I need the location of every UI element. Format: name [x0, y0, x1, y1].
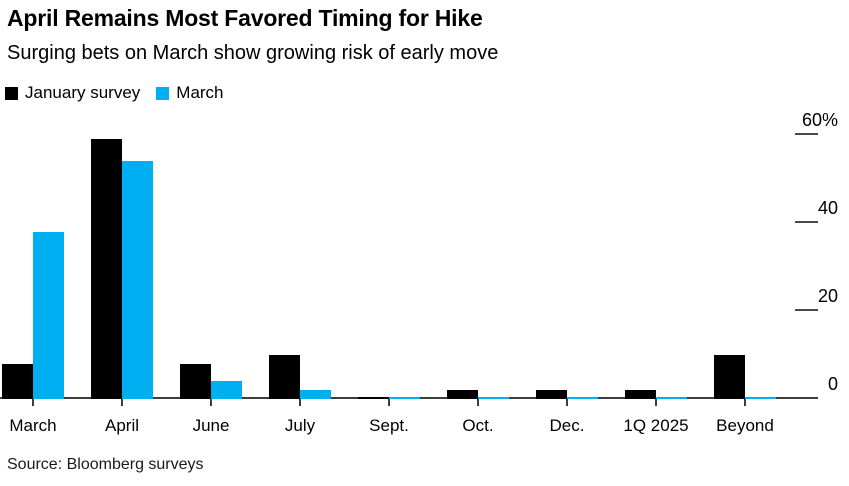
- bar-january-survey-july: [269, 355, 300, 399]
- bar-march-june: [211, 381, 242, 399]
- bar-january-survey-oct: [447, 390, 478, 399]
- y-axis-label-0: 0: [827, 374, 838, 394]
- x-axis-tick-oct: [477, 399, 479, 406]
- x-axis-tick-july: [299, 399, 301, 406]
- x-axis-label-1q-2025: 1Q 2025: [623, 416, 689, 435]
- legend: January survey March: [5, 83, 240, 103]
- legend-label-march: March: [176, 83, 224, 102]
- legend-item-march: March: [156, 83, 224, 103]
- bar-january-survey-april: [91, 139, 122, 399]
- x-axis-label-oct: Oct.: [462, 416, 494, 435]
- page-subtitle: Surging bets on March show growing risk …: [7, 42, 499, 64]
- bar-january-survey-beyond: [714, 355, 745, 399]
- x-axis-tick-beyond: [744, 399, 746, 406]
- x-axis-label-sept: Sept.: [369, 416, 409, 435]
- x-axis-tick-june: [210, 399, 212, 406]
- y-axis-tick-dash-20: [795, 309, 818, 311]
- source-note: Source: Bloomberg surveys: [7, 456, 204, 473]
- bar-march-1q-2025: [656, 397, 687, 399]
- legend-item-january-survey: January survey: [5, 83, 140, 103]
- x-axis-tick-sept: [388, 399, 390, 406]
- bar-january-survey-june: [180, 364, 211, 399]
- bar-january-survey-1q-2025: [625, 390, 656, 399]
- bar-march-oct: [478, 397, 509, 399]
- bar-march-beyond: [745, 397, 776, 399]
- x-axis-tick-april: [121, 399, 123, 406]
- x-axis-tick-1q-2025: [655, 399, 657, 406]
- y-axis-tick-dash-40: [795, 221, 818, 223]
- x-axis-label-april: April: [104, 416, 140, 435]
- bar-march-march: [33, 232, 64, 399]
- x-axis-label-dec: Dec.: [549, 416, 585, 435]
- bar-march-july: [300, 390, 331, 399]
- x-axis-tick-march: [32, 399, 34, 406]
- legend-label-january-survey: January survey: [25, 83, 141, 102]
- legend-swatch-march-icon: [156, 86, 170, 100]
- y-axis-label-40: 40: [817, 198, 838, 218]
- x-axis-label-march: March: [9, 416, 57, 435]
- legend-swatch-january-icon: [5, 86, 18, 100]
- x-axis-tick-dec: [566, 399, 568, 406]
- y-axis-label-60: 60%: [801, 110, 838, 130]
- bar-january-survey-dec: [536, 390, 567, 399]
- page-title: April Remains Most Favored Timing for Hi…: [7, 5, 483, 31]
- bar-march-april: [122, 161, 153, 399]
- bar-march-sept: [389, 397, 420, 399]
- x-axis-label-july: July: [284, 416, 316, 435]
- x-axis-label-june: June: [192, 416, 230, 435]
- y-axis-label-20: 20: [817, 286, 838, 306]
- bar-january-survey-sept: [358, 397, 389, 399]
- x-axis-label-beyond: Beyond: [716, 416, 774, 435]
- bar-march-dec: [567, 397, 598, 399]
- bar-january-survey-march: [2, 364, 33, 399]
- y-axis-tick-dash-60: [795, 133, 818, 135]
